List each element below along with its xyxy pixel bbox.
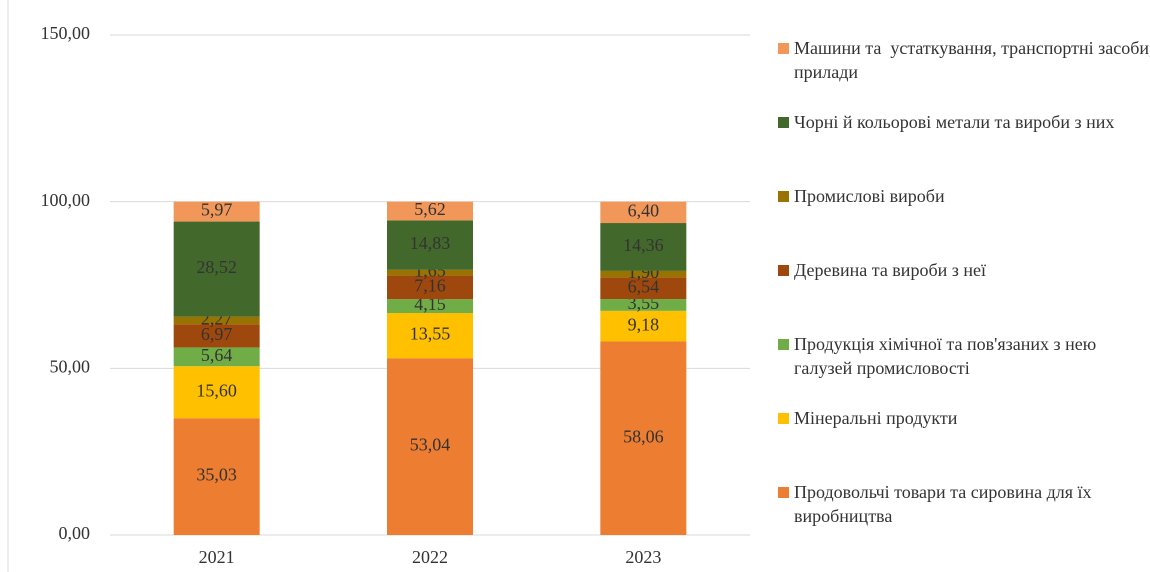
legend: Машини та устаткування, транспортні засо… (776, 0, 1150, 572)
legend-label: Машини та устаткування, транспортні засо… (794, 38, 1150, 82)
data-label: 58,06 (623, 426, 664, 446)
legend-label: Мінеральні продукти (794, 408, 958, 428)
legend-swatch (778, 43, 789, 54)
bar-segment (600, 310, 687, 342)
y-tick-label: 150,00 (41, 23, 91, 43)
bar-segment (600, 299, 687, 311)
legend-item: Машини та устаткування, транспортні засо… (776, 36, 1150, 84)
data-label: 7,16 (414, 275, 446, 295)
legend-label: Чорні й кольорові метали та вироби з них (794, 112, 1115, 132)
legend-swatch (778, 339, 789, 350)
data-label: 5,97 (201, 200, 233, 220)
data-label: 5,62 (414, 199, 446, 219)
bar-segment (387, 275, 473, 300)
x-tick-label: 2022 (412, 547, 448, 567)
bar-segment (173, 418, 260, 535)
data-label: 15,60 (196, 380, 237, 400)
y-tick-label: 0,00 (59, 523, 91, 543)
data-label: 14,83 (410, 233, 451, 253)
legend-item: Чорні й кольорові метали та вироби з них (776, 110, 1150, 134)
legend-item: Промислові вироби (776, 184, 1150, 208)
bar-segment (387, 269, 473, 276)
legend-label: Продовольчі товари та сировина для їх ви… (794, 482, 1097, 526)
legend-item: Деревина та вироби з неї (776, 258, 1150, 282)
data-label: 13,55 (410, 324, 451, 344)
data-label: 28,52 (196, 257, 237, 277)
bar-segment (387, 358, 473, 535)
bar-segment (600, 341, 687, 535)
data-label: 35,03 (196, 465, 237, 485)
bar-segment (600, 223, 687, 271)
bar-segment (600, 201, 687, 224)
y-tick-label: 50,00 (50, 356, 91, 376)
legend-swatch (778, 265, 789, 276)
data-label: 14,36 (623, 235, 664, 255)
legend-swatch (778, 117, 789, 128)
bar-segment (173, 324, 260, 348)
data-label: 6,40 (628, 200, 660, 220)
legend-swatch (778, 191, 789, 202)
data-label: 4,15 (414, 294, 446, 314)
legend-label: Продукція хімічної та пов'язаних з нею г… (794, 334, 1101, 378)
legend-swatch (778, 487, 789, 498)
bar-segment (387, 201, 473, 221)
legend-label: Деревина та вироби з неї (794, 260, 986, 280)
data-label: 9,18 (628, 314, 660, 334)
data-label: 6,97 (201, 324, 233, 344)
x-tick-label: 2021 (199, 547, 235, 567)
data-label: 5,64 (201, 345, 233, 365)
legend-item: Продукція хімічної та пов'язаних з нею г… (776, 332, 1150, 380)
bar-segment (173, 221, 260, 317)
bar-segment (173, 201, 260, 222)
legend-swatch (778, 413, 789, 424)
legend-item: Мінеральні продукти (776, 406, 1150, 430)
bar-segment (173, 347, 260, 367)
legend-label: Промислові вироби (794, 186, 945, 206)
data-label: 6,54 (628, 276, 660, 296)
x-tick-label: 2023 (625, 547, 661, 567)
bar-segment (600, 277, 687, 300)
bar-segment (173, 316, 260, 325)
data-label: 53,04 (410, 435, 451, 455)
bar-segment (387, 299, 473, 314)
bar-segment (387, 220, 473, 270)
bar-segment (600, 270, 687, 278)
y-tick-label: 100,00 (41, 190, 91, 210)
legend-item: Продовольчі товари та сировина для їх ви… (776, 480, 1150, 528)
bar-segment (173, 366, 260, 419)
bar-segment (387, 313, 473, 359)
